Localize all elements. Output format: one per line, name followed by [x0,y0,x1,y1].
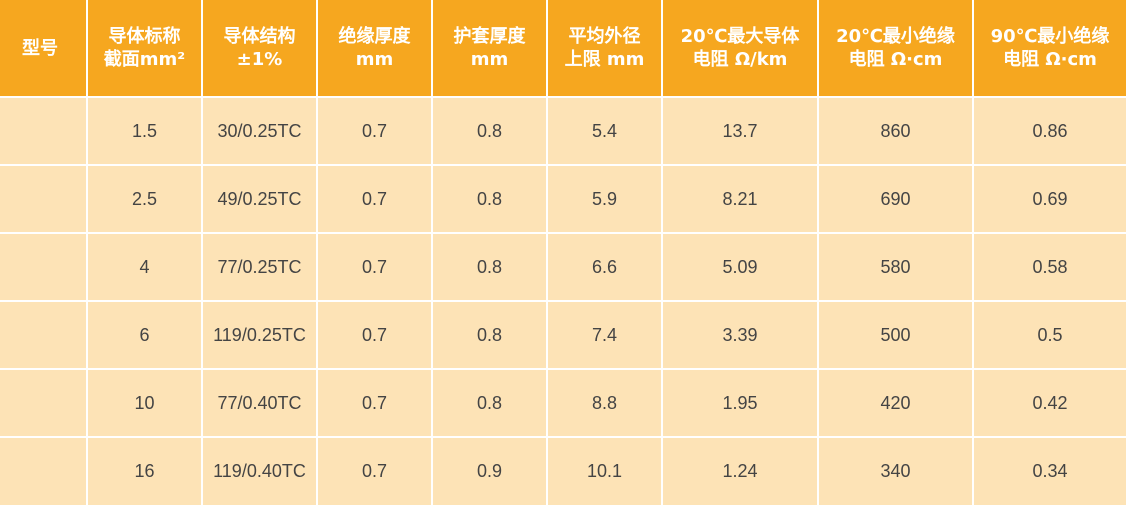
header-line: 导体结构 [223,26,296,47]
cell-conductor-resistance-20c: 5.09 [662,233,819,302]
cell-conductor-structure: 77/0.40TC [202,369,318,438]
cell-sheath-thickness: 0.8 [432,233,548,302]
cell-conductor-structure: 77/0.25TC [202,233,318,302]
cell-conductor-structure: 30/0.25TC [202,97,318,166]
header-line: 型号 [22,37,58,59]
cell-insulation-resistance-20c: 860 [818,97,974,166]
cell-sheath-thickness: 0.8 [432,301,548,370]
table-row: 2.5 49/0.25TC 0.7 0.8 5.9 8.21 690 0.69 [0,165,1126,234]
table-row: 4 77/0.25TC 0.7 0.8 6.6 5.09 580 0.58 [0,233,1126,302]
cell-outer-diameter-max: 6.6 [547,233,663,302]
header-line: ±1% [236,49,283,70]
cell-outer-diameter-max: 7.4 [547,301,663,370]
cell-sheath-thickness: 0.8 [432,165,548,234]
cell-insulation-resistance-90c: 0.34 [973,437,1126,505]
header-conductor-section: 导体标称 截面mm² [87,0,203,98]
cell-outer-diameter-max: 5.4 [547,97,663,166]
header-line: 电阻 Ω·cm [1003,49,1097,70]
header-outer-diameter-max: 平均外径 上限 mm [547,0,663,98]
cell-model [0,301,88,370]
header-conductor-structure: 导体结构 ±1% [202,0,318,98]
header-line: mm [470,49,509,70]
cell-model [0,233,88,302]
header-line: 20℃最小绝缘 [836,26,955,47]
cell-insulation-resistance-20c: 690 [818,165,974,234]
cell-conductor-section: 10 [87,369,203,438]
header-line: 平均外径 [568,26,641,47]
cell-conductor-structure: 119/0.40TC [202,437,318,505]
cell-model [0,165,88,234]
cell-insulation-resistance-20c: 500 [818,301,974,370]
header-line: 导体标称 [108,26,181,47]
cell-sheath-thickness: 0.8 [432,97,548,166]
header-line: mm [355,49,394,70]
cell-insulation-resistance-20c: 420 [818,369,974,438]
cell-conductor-section: 4 [87,233,203,302]
table-row: 10 77/0.40TC 0.7 0.8 8.8 1.95 420 0.42 [0,369,1126,438]
cell-conductor-resistance-20c: 3.39 [662,301,819,370]
cell-sheath-thickness: 0.9 [432,437,548,505]
cell-insulation-thickness: 0.7 [317,97,433,166]
cell-conductor-resistance-20c: 8.21 [662,165,819,234]
header-insulation-resistance-90c: 90℃最小绝缘 电阻 Ω·cm [973,0,1126,98]
cell-conductor-resistance-20c: 1.24 [662,437,819,505]
cell-model [0,369,88,438]
cell-conductor-resistance-20c: 1.95 [662,369,819,438]
header-line: 上限 mm [564,49,645,70]
cell-insulation-resistance-90c: 0.69 [973,165,1126,234]
cell-conductor-section: 1.5 [87,97,203,166]
table-row: 16 119/0.40TC 0.7 0.9 10.1 1.24 340 0.34 [0,437,1126,505]
cell-insulation-thickness: 0.7 [317,233,433,302]
cell-insulation-thickness: 0.7 [317,437,433,505]
header-insulation-thickness: 绝缘厚度 mm [317,0,433,98]
cell-insulation-resistance-20c: 580 [818,233,974,302]
cell-conductor-section: 6 [87,301,203,370]
cell-insulation-resistance-90c: 0.86 [973,97,1126,166]
header-conductor-resistance-20c: 20℃最大导体 电阻 Ω/km [662,0,819,98]
cell-insulation-resistance-90c: 0.5 [973,301,1126,370]
cell-insulation-thickness: 0.7 [317,165,433,234]
header-line: 绝缘厚度 [338,26,411,47]
cell-conductor-structure: 49/0.25TC [202,165,318,234]
cell-insulation-resistance-90c: 0.58 [973,233,1126,302]
header-line: 90℃最小绝缘 [990,26,1110,47]
cell-conductor-section: 2.5 [87,165,203,234]
cell-outer-diameter-max: 8.8 [547,369,663,438]
cell-insulation-thickness: 0.7 [317,301,433,370]
cell-conductor-resistance-20c: 13.7 [662,97,819,166]
table-header: 型号 导体标称 截面mm² 导体结构 ±1% 绝缘厚度 mm 护套厚度 mm 平均外径 上限 mm 2… [0,0,1126,98]
header-insulation-resistance-20c: 20℃最小绝缘 电阻 Ω·cm [818,0,974,98]
table-row: 1.5 30/0.25TC 0.7 0.8 5.4 13.7 860 0.86 [0,97,1126,166]
cell-insulation-thickness: 0.7 [317,369,433,438]
table-row: 6 119/0.25TC 0.7 0.8 7.4 3.39 500 0.5 [0,301,1126,370]
header-line: 电阻 Ω/km [692,49,788,70]
cell-conductor-section: 16 [87,437,203,505]
header-line: 20℃最大导体 [680,26,800,47]
cell-insulation-resistance-90c: 0.42 [973,369,1126,438]
cell-model [0,97,88,166]
header-model: 型号 [0,0,88,98]
header-line: 电阻 Ω·cm [848,49,943,70]
header-line: 截面mm² [103,49,186,70]
cell-model [0,437,88,505]
cell-sheath-thickness: 0.8 [432,369,548,438]
header-line: 护套厚度 [453,26,526,47]
cell-conductor-structure: 119/0.25TC [202,301,318,370]
cell-insulation-resistance-20c: 340 [818,437,974,505]
cell-outer-diameter-max: 5.9 [547,165,663,234]
header-row: 型号 导体标称 截面mm² 导体结构 ±1% 绝缘厚度 mm 护套厚度 mm 平均外径 上限 mm 2… [0,0,1126,98]
cell-outer-diameter-max: 10.1 [547,437,663,505]
header-sheath-thickness: 护套厚度 mm [432,0,548,98]
table-body: 1.5 30/0.25TC 0.7 0.8 5.4 13.7 860 0.86 2.5 49/0.… [0,97,1126,505]
